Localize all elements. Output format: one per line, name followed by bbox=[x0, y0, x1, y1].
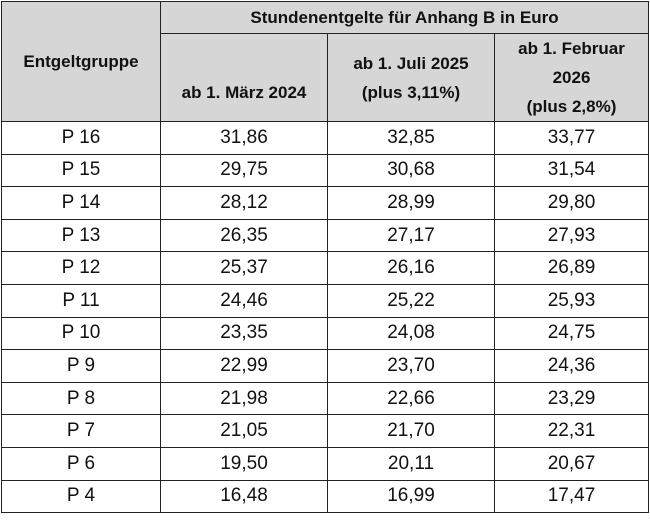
wage-cell: 22,31 bbox=[493, 414, 650, 448]
wage-cell: 33,77 bbox=[493, 121, 650, 155]
table-title: Stundenentgelte für Anhang B in Euro bbox=[159, 1, 650, 34]
column-header-line: 2026 bbox=[552, 68, 591, 87]
wage-cell: 20,11 bbox=[327, 446, 495, 481]
group-cell: P 4 bbox=[1, 479, 161, 514]
wage-cell: 23,29 bbox=[493, 381, 650, 416]
group-cell: P 8 bbox=[1, 381, 161, 416]
wage-cell: 21,70 bbox=[327, 414, 495, 448]
wage-cell: 23,35 bbox=[160, 316, 328, 351]
group-cell: P 9 bbox=[1, 349, 161, 383]
column-header-line: (plus 3,11%) bbox=[361, 82, 461, 102]
wage-cell: 30,68 bbox=[327, 153, 495, 188]
table-row: P 11 24,46 25,22 25,93 bbox=[1, 283, 650, 318]
group-cell: P 13 bbox=[1, 218, 161, 253]
wage-cell: 25,37 bbox=[160, 251, 328, 285]
wage-cell: 16,99 bbox=[327, 479, 495, 514]
column-header-line: ab 1. Februar bbox=[518, 39, 625, 58]
wage-cell: 28,99 bbox=[327, 186, 495, 220]
column-header: ab 1. Juli 2025 (plus 3,11%) bbox=[327, 33, 495, 122]
wage-cell: 26,35 bbox=[160, 218, 328, 253]
group-cell: P 14 bbox=[1, 186, 161, 220]
wage-cell: 25,93 bbox=[493, 283, 650, 318]
wage-table: Entgeltgruppe Stundenentgelte für Anhang… bbox=[1, 1, 650, 514]
column-header-line: ab 1. März 2024 bbox=[181, 83, 307, 102]
group-cell: P 16 bbox=[1, 121, 161, 155]
group-cell: P 10 bbox=[1, 316, 161, 351]
wage-cell: 26,89 bbox=[493, 251, 650, 285]
table-row: P 15 29,75 30,68 31,54 bbox=[1, 153, 650, 188]
wage-cell: 31,86 bbox=[160, 121, 328, 155]
column-header: ab 1. Februar 2026 (plus 2,8%) bbox=[493, 33, 650, 122]
wage-cell: 24,08 bbox=[327, 316, 495, 351]
group-header: Entgeltgruppe bbox=[1, 1, 161, 122]
column-header: ab 1. März 2024 bbox=[160, 33, 328, 122]
wage-cell: 28,12 bbox=[160, 186, 328, 220]
wage-cell: 19,50 bbox=[160, 446, 328, 481]
table-row: P 9 22,99 23,70 24,36 bbox=[1, 349, 650, 383]
wage-cell: 21,98 bbox=[160, 381, 328, 416]
table-row: P 8 21,98 22,66 23,29 bbox=[1, 381, 650, 416]
wage-cell: 27,17 bbox=[327, 218, 495, 253]
wage-cell: 25,22 bbox=[327, 283, 495, 318]
table-row: P 7 21,05 21,70 22,31 bbox=[1, 414, 650, 448]
wage-cell: 32,85 bbox=[327, 121, 495, 155]
wage-cell: 26,16 bbox=[327, 251, 495, 285]
wage-cell: 24,46 bbox=[160, 283, 328, 318]
wage-cell: 21,05 bbox=[160, 414, 328, 448]
wage-cell: 22,99 bbox=[160, 349, 328, 383]
table-row: P 12 25,37 26,16 26,89 bbox=[1, 251, 650, 285]
wage-cell: 23,70 bbox=[327, 349, 495, 383]
group-cell: P 12 bbox=[1, 251, 161, 285]
wage-cell: 27,93 bbox=[493, 218, 650, 253]
wage-cell: 29,75 bbox=[160, 153, 328, 188]
wage-cell: 17,47 bbox=[493, 479, 650, 514]
wage-cell: 22,66 bbox=[327, 381, 495, 416]
group-cell: P 11 bbox=[1, 283, 161, 318]
wage-cell: 16,48 bbox=[160, 479, 328, 514]
table-row: P 10 23,35 24,08 24,75 bbox=[1, 316, 650, 351]
wage-cell: 20,67 bbox=[493, 446, 650, 481]
wage-cell: 29,80 bbox=[493, 186, 650, 220]
table-row: P 6 19,50 20,11 20,67 bbox=[1, 446, 650, 481]
wage-cell: 24,36 bbox=[493, 349, 650, 383]
group-cell: P 15 bbox=[1, 153, 161, 188]
table-row: P 16 31,86 32,85 33,77 bbox=[1, 121, 650, 155]
table-row: P 14 28,12 28,99 29,80 bbox=[1, 186, 650, 220]
wage-cell: 24,75 bbox=[493, 316, 650, 351]
table-row: P 13 26,35 27,17 27,93 bbox=[1, 218, 650, 253]
column-header-line: (plus 2,8%) bbox=[526, 97, 617, 116]
group-cell: P 6 bbox=[1, 446, 161, 481]
wage-cell: 31,54 bbox=[493, 153, 650, 188]
group-cell: P 7 bbox=[1, 414, 161, 448]
column-header-line: ab 1. Juli 2025 bbox=[353, 53, 469, 73]
table-row: P 4 16,48 16,99 17,47 bbox=[1, 479, 650, 514]
